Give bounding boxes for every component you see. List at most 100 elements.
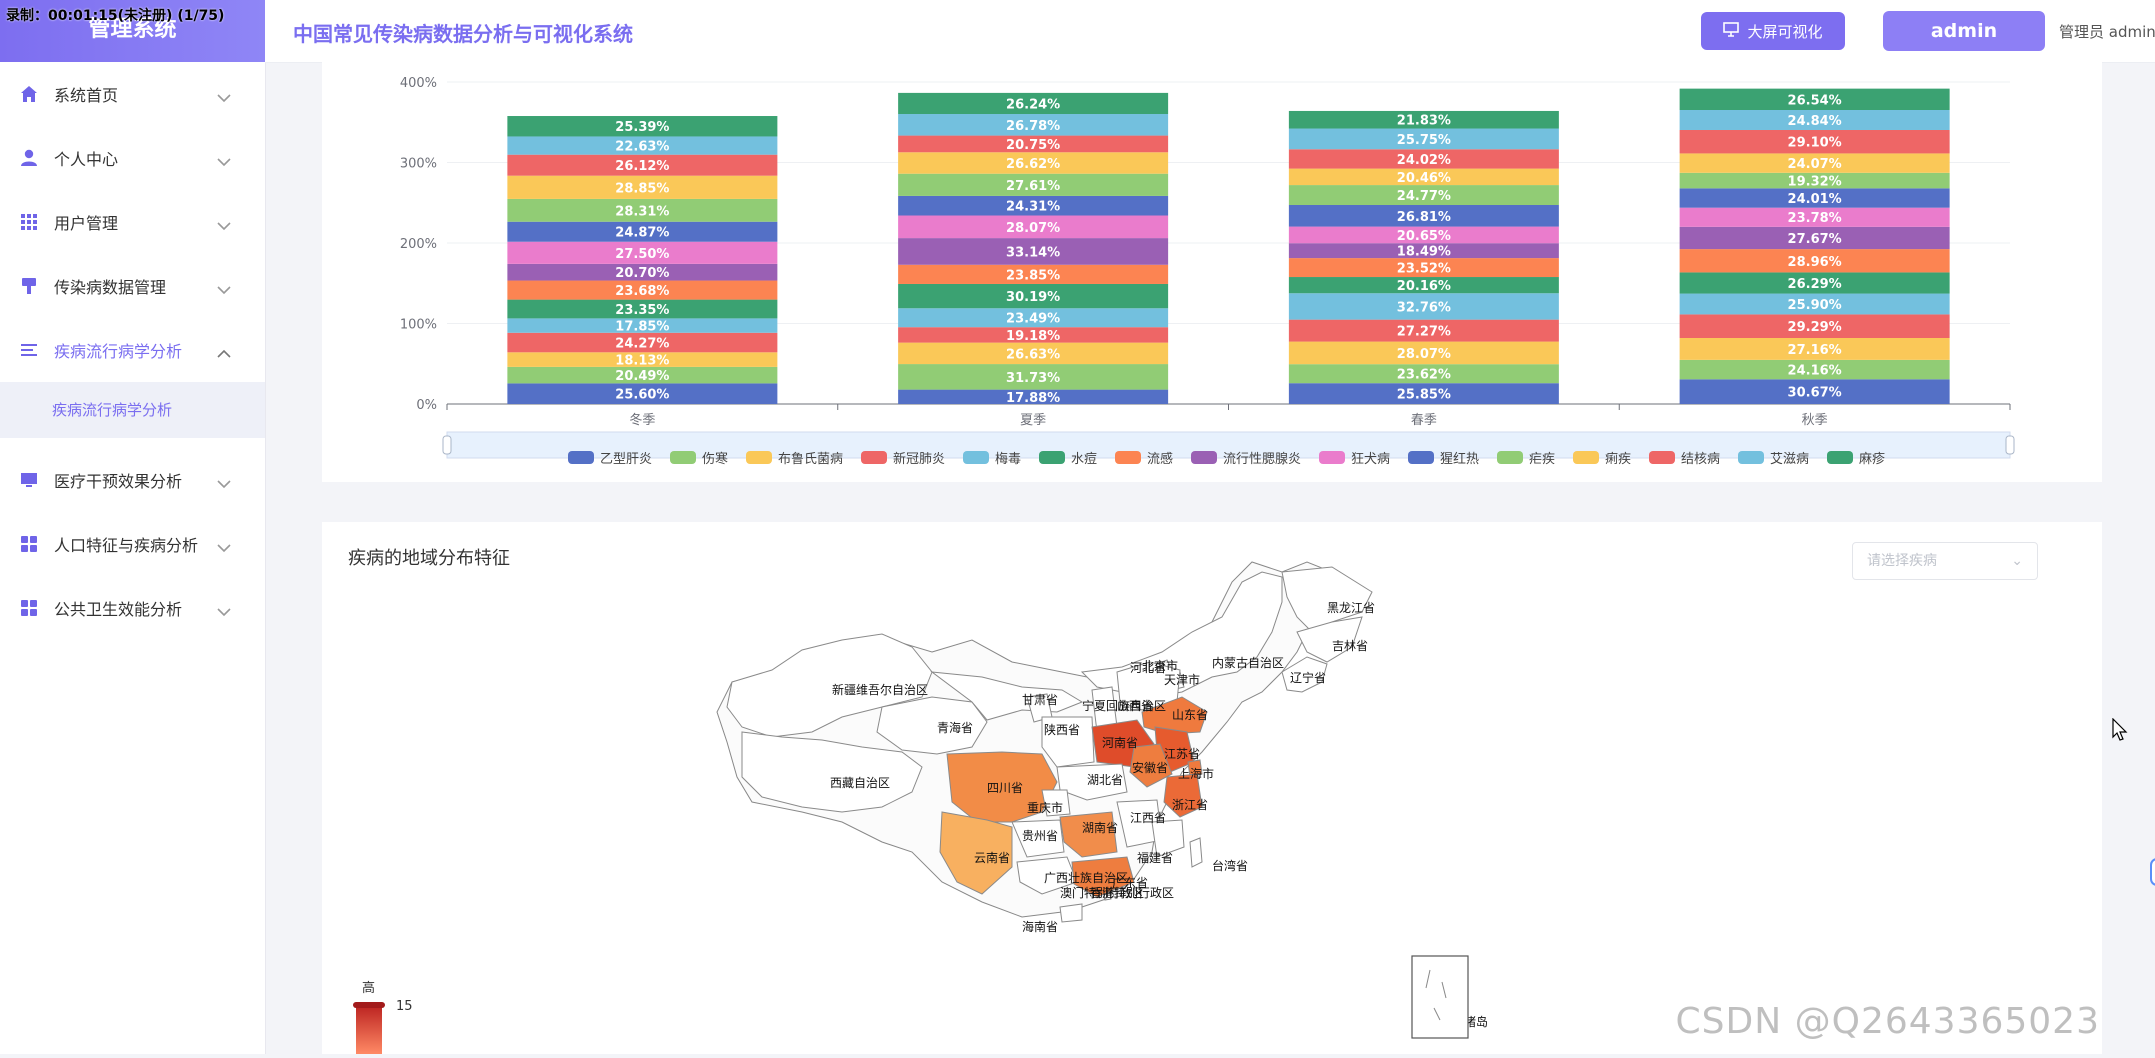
province-label: 贵州省 xyxy=(1022,829,1058,843)
legend-label: 水痘 xyxy=(1071,452,1097,467)
province-label: 青海省 xyxy=(937,720,973,735)
province-shape[interactable] xyxy=(1129,743,1173,788)
monitor-icon xyxy=(20,471,38,489)
legend-swatch xyxy=(1573,451,1599,464)
province-shape[interactable] xyxy=(1151,819,1185,858)
visualmap-bar xyxy=(356,1002,382,1054)
bar-segment xyxy=(898,364,1169,390)
province-shape[interactable] xyxy=(1011,819,1065,858)
province-shape[interactable] xyxy=(1189,837,1203,868)
legend-swatch xyxy=(1649,451,1675,464)
province-label: 辽宁省 xyxy=(1290,670,1326,685)
bar-segment xyxy=(898,135,1169,153)
bar-value-label: 18.49% xyxy=(1397,245,1451,260)
bar-segment xyxy=(1679,88,1950,110)
province-shape[interactable] xyxy=(1141,696,1208,735)
legend-label: 新冠肺炎 xyxy=(893,451,945,467)
disease-select-placeholder: 请选择疾病 xyxy=(1867,553,1937,569)
bar-value-label: 29.29% xyxy=(1788,320,1842,335)
legend-label: 流行性腮腺炎 xyxy=(1223,452,1301,467)
province-label: 河北省 xyxy=(1130,661,1166,675)
user-role-dropdown[interactable]: 管理员 admin▼ xyxy=(2059,21,2155,42)
province-shape[interactable] xyxy=(1041,716,1095,768)
bar-value-label: 23.49% xyxy=(1006,312,1060,327)
sidebar-item-users[interactable]: 用户管理 xyxy=(0,190,265,254)
province-shape[interactable] xyxy=(1103,892,1112,901)
legend-swatch xyxy=(1497,451,1523,464)
bar-value-label: 28.96% xyxy=(1788,255,1842,270)
province-shape[interactable] xyxy=(1016,856,1078,895)
province-shape[interactable] xyxy=(876,696,988,755)
province-shape[interactable] xyxy=(1111,887,1123,898)
bar-segment xyxy=(898,238,1169,265)
sidebar-item-population[interactable]: 人口特征与疾病分析 xyxy=(0,512,265,576)
province-shape[interactable] xyxy=(1296,616,1363,663)
bar-value-label: 24.31% xyxy=(1006,200,1060,215)
bar-segment xyxy=(898,92,1169,115)
province-label: 四川省 xyxy=(987,781,1023,795)
province-shape[interactable] xyxy=(726,633,933,738)
sidebar-item-home[interactable]: 系统首页 xyxy=(0,62,265,126)
bar-value-label: 23.78% xyxy=(1788,211,1842,226)
sidebar-item-profile[interactable]: 个人中心 xyxy=(0,126,265,190)
bar-segment xyxy=(1679,293,1950,315)
bar-segment xyxy=(1288,243,1559,259)
province-label: 山东省 xyxy=(1172,708,1208,722)
sidebar-item-disease-data[interactable]: 传染病数据管理 xyxy=(0,254,265,318)
submenu-epidemiology-analysis[interactable]: 疾病流行病学分析 xyxy=(0,382,265,438)
bar-value-label: 26.24% xyxy=(1006,97,1060,112)
province-shape[interactable] xyxy=(1056,763,1128,801)
province-label: 北京市 xyxy=(1142,658,1178,673)
system-title: 中国常见传染病数据分析与可视化系统 xyxy=(293,22,633,46)
province-label: 天津市 xyxy=(1164,672,1200,687)
province-shape[interactable] xyxy=(1281,656,1328,693)
legend-label: 布鲁氏菌病 xyxy=(778,452,843,467)
legend-swatch xyxy=(1408,451,1434,464)
screen-icon xyxy=(1723,21,1740,41)
province-shape[interactable] xyxy=(1187,759,1203,778)
province-shape[interactable] xyxy=(1059,811,1118,858)
csdn-watermark: CSDN @Q2643365023 xyxy=(1675,1001,2100,1042)
chart-ytick-label: 100% xyxy=(400,318,437,333)
bar-segment xyxy=(1288,185,1559,206)
sidebar-item-medical-intervention[interactable]: 医疗干预效果分析 xyxy=(0,448,265,512)
province-shape[interactable] xyxy=(939,811,1013,895)
province-label: 甘肃省 xyxy=(1022,693,1058,707)
province-shape[interactable] xyxy=(1163,773,1203,818)
province-shape[interactable] xyxy=(946,751,1058,823)
apps-icon xyxy=(20,599,38,617)
province-label: 湖北省 xyxy=(1087,772,1123,787)
edge-handle[interactable] xyxy=(2150,858,2155,886)
province-label: 香港特别行政区 xyxy=(1090,885,1174,900)
apps-icon xyxy=(20,535,38,553)
province-label: 海南省 xyxy=(1022,919,1058,934)
bar-value-label: 19.18% xyxy=(1006,329,1060,344)
admin-button[interactable]: admin xyxy=(1883,11,2045,51)
bar-value-label: 29.10% xyxy=(1788,136,1842,151)
sidebar-item-public-health[interactable]: 公共卫生效能分析 xyxy=(0,576,265,640)
bar-segment xyxy=(507,263,778,281)
bigscreen-button[interactable]: 大屏可视化 xyxy=(1701,12,1845,50)
legend-label: 梅毒 xyxy=(995,452,1021,467)
province-shape[interactable] xyxy=(1041,789,1071,817)
province-label: 云南省 xyxy=(974,850,1010,865)
legend-swatch xyxy=(1039,451,1065,464)
chevron-down-icon xyxy=(217,88,231,107)
sidebar-item-label: 疾病流行病学分析 xyxy=(54,342,183,361)
bar-value-label: 24.16% xyxy=(1788,364,1842,379)
bar-value-label: 22.63% xyxy=(615,140,669,155)
chart-xtick-label: 冬季 xyxy=(629,412,655,428)
chevron-down-icon xyxy=(217,538,231,557)
province-shape[interactable] xyxy=(741,731,923,813)
province-shape[interactable] xyxy=(1059,903,1083,923)
sidebar-item-epidemiology[interactable]: 疾病流行病学分析 xyxy=(0,318,265,382)
bar-value-label: 25.60% xyxy=(615,388,669,403)
legend-label: 狂犬病 xyxy=(1351,452,1390,467)
sidebar-item-label: 公共卫生效能分析 xyxy=(54,600,183,619)
province-label: 浙江省 xyxy=(1172,798,1208,812)
legend-swatch xyxy=(861,451,887,464)
province-label: 安徽省 xyxy=(1132,760,1168,775)
disease-select[interactable]: 请选择疾病 ⌄ xyxy=(1852,542,2038,580)
bar-segment xyxy=(507,154,778,176)
